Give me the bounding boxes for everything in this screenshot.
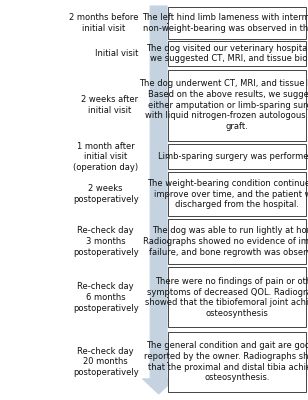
Text: The dog underwent CT, MRI, and tissue biopsy.
Based on the above results, we sug: The dog underwent CT, MRI, and tissue bi… xyxy=(139,79,308,131)
Text: The dog visited our veterinary hospital and
we suggested CT, MRI, and tissue bio: The dog visited our veterinary hospital … xyxy=(146,44,308,63)
Text: 2 weeks
postoperatively: 2 weeks postoperatively xyxy=(73,184,139,204)
FancyBboxPatch shape xyxy=(168,332,306,392)
FancyBboxPatch shape xyxy=(168,220,306,264)
Text: There were no findings of pain or other
symptoms of decreased QOL. Radiographs
s: There were no findings of pain or other … xyxy=(145,277,308,318)
FancyArrow shape xyxy=(143,6,175,394)
FancyBboxPatch shape xyxy=(168,41,306,66)
Text: Initial visit: Initial visit xyxy=(95,49,139,58)
FancyBboxPatch shape xyxy=(168,268,306,327)
Text: Re-check day
3 months
postoperatively: Re-check day 3 months postoperatively xyxy=(73,226,139,257)
Text: Re-check day
20 months
postoperatively: Re-check day 20 months postoperatively xyxy=(73,346,139,377)
Text: Limb-sparing surgery was performed.: Limb-sparing surgery was performed. xyxy=(158,152,308,161)
FancyBboxPatch shape xyxy=(168,7,306,39)
Text: The left hind limb lameness with intermittent
non-weight-bearing was observed in: The left hind limb lameness with intermi… xyxy=(142,13,308,33)
Text: 1 month after
initial visit
(operation day): 1 month after initial visit (operation d… xyxy=(74,142,139,172)
Text: 2 months before
initial visit: 2 months before initial visit xyxy=(69,13,139,33)
Text: The dog was able to run lightly at home.
Radiographs showed no evidence of impla: The dog was able to run lightly at home.… xyxy=(144,226,308,257)
Text: Re-check day
6 months
postoperatively: Re-check day 6 months postoperatively xyxy=(73,282,139,313)
Text: The weight-bearing condition continued to
improve over time, and the patient was: The weight-bearing condition continued t… xyxy=(148,179,308,209)
FancyBboxPatch shape xyxy=(168,144,306,170)
Text: The general condition and gait are good as
reported by the owner. Radiographs sh: The general condition and gait are good … xyxy=(144,341,308,382)
Text: 2 weeks after
initial visit: 2 weeks after initial visit xyxy=(82,95,139,115)
FancyBboxPatch shape xyxy=(168,172,306,216)
FancyBboxPatch shape xyxy=(168,70,306,140)
